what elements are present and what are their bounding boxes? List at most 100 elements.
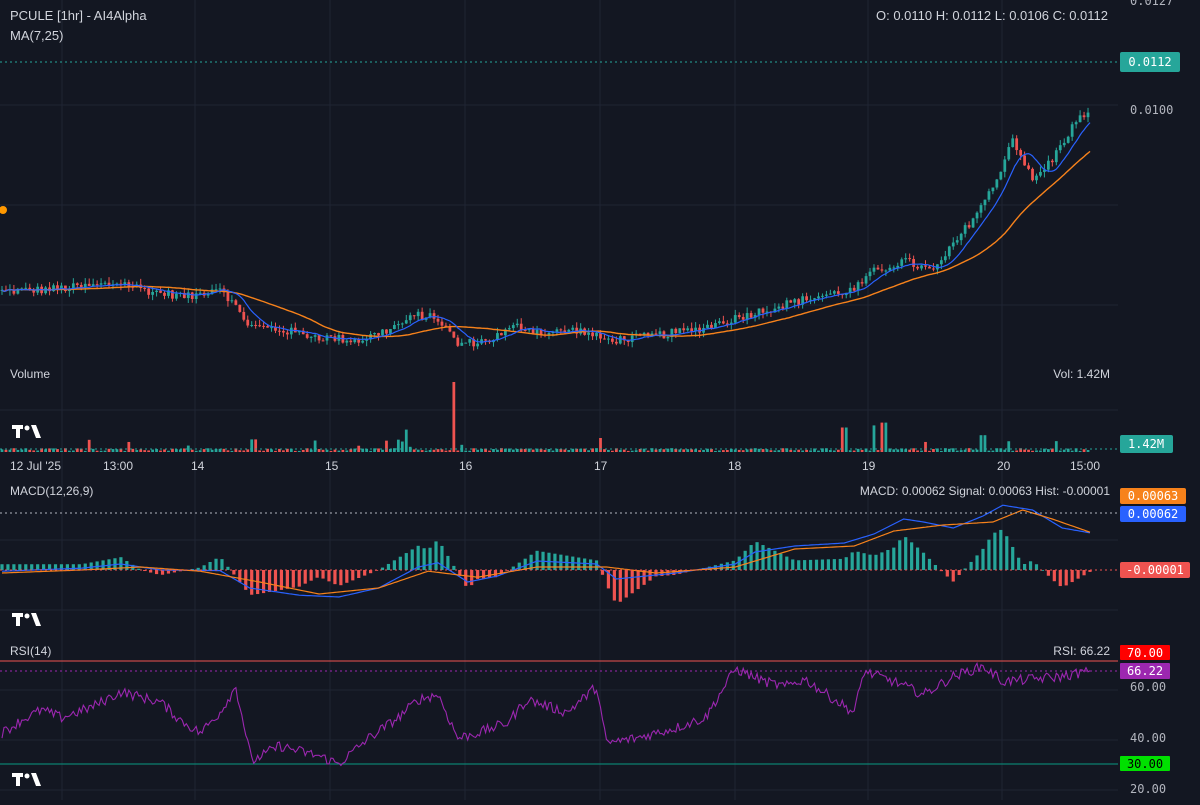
candle bbox=[218, 288, 222, 290]
candle bbox=[527, 329, 531, 331]
candle bbox=[904, 258, 908, 260]
macd-hist-bar bbox=[24, 564, 28, 570]
macd-pane[interactable]: MACD(12,26,9) MACD: 0.00062 Signal: 0.00… bbox=[0, 484, 1190, 626]
candle bbox=[654, 333, 658, 335]
rsi-pane[interactable]: RSI(14) RSI: 66.22 70.00 66.22 60.00 40.… bbox=[0, 644, 1170, 796]
volume-bar bbox=[198, 450, 202, 452]
volume-readout: Vol: 1.42M bbox=[1053, 367, 1110, 381]
volume-bar bbox=[832, 450, 836, 452]
volume-bar bbox=[603, 449, 606, 452]
volume-bar bbox=[936, 448, 939, 452]
volume-bar bbox=[278, 448, 281, 452]
candle bbox=[757, 308, 761, 316]
candle bbox=[745, 313, 749, 320]
macd-hist-bar bbox=[773, 550, 777, 570]
volume-bar bbox=[991, 450, 995, 452]
volume-bar bbox=[737, 449, 741, 452]
volume-bar bbox=[1070, 450, 1074, 452]
volume-bar bbox=[163, 449, 166, 452]
candle bbox=[947, 246, 951, 257]
macd-hist-bar bbox=[820, 559, 825, 570]
volume-bar bbox=[226, 450, 230, 452]
volume-bar bbox=[741, 450, 745, 452]
macd-hist-bar bbox=[606, 570, 611, 589]
volume-pane[interactable]: Volume Vol: 1.42M 1.42M bbox=[0, 367, 1173, 453]
volume-bar bbox=[575, 448, 579, 452]
candle bbox=[959, 233, 963, 241]
volume-bar bbox=[662, 449, 666, 452]
time-label-3: 15 bbox=[325, 459, 339, 473]
hist-value: -0.00001 bbox=[1126, 563, 1184, 577]
volume-bar bbox=[361, 448, 365, 452]
candle bbox=[210, 289, 214, 295]
macd-hist-bar bbox=[743, 550, 747, 570]
volume-bar bbox=[769, 450, 773, 452]
candle bbox=[622, 336, 626, 341]
macd-hist-bar bbox=[363, 570, 367, 576]
volume-bar bbox=[630, 450, 634, 452]
candle bbox=[230, 300, 234, 302]
candle bbox=[999, 171, 1003, 180]
candle bbox=[519, 323, 523, 330]
volume-bar bbox=[761, 449, 765, 452]
volume-bar bbox=[309, 449, 313, 452]
candle bbox=[872, 267, 876, 272]
candle bbox=[321, 340, 325, 342]
volume-bar bbox=[785, 448, 789, 452]
candle bbox=[801, 296, 805, 305]
volume-bar bbox=[472, 448, 476, 452]
candle bbox=[797, 299, 801, 305]
volume-bar bbox=[369, 450, 372, 452]
candle bbox=[975, 212, 979, 219]
volume-bar bbox=[721, 450, 725, 452]
candle bbox=[56, 285, 59, 290]
volume-bar bbox=[4, 449, 8, 452]
volume-bar bbox=[1023, 449, 1026, 452]
volume-bar bbox=[289, 448, 293, 452]
volume-bar bbox=[971, 449, 975, 452]
candle bbox=[559, 329, 563, 331]
macd-hist-bar bbox=[862, 553, 866, 570]
macd-hist-bar bbox=[1040, 570, 1045, 571]
volume-bar bbox=[567, 449, 571, 452]
volume-bar bbox=[714, 450, 717, 452]
volume-bar bbox=[305, 448, 309, 452]
ma-label: MA(7,25) bbox=[10, 28, 63, 43]
macd-hist-bar bbox=[1082, 570, 1086, 576]
candle bbox=[721, 321, 725, 324]
macd-hist-bar bbox=[208, 562, 212, 570]
macd-hist-bar bbox=[838, 558, 842, 570]
macd-hist-bar bbox=[666, 570, 670, 576]
candle bbox=[107, 282, 111, 286]
macd-hist-bar bbox=[172, 570, 177, 573]
volume-bar bbox=[250, 439, 254, 452]
candle bbox=[428, 313, 432, 318]
volume-bar bbox=[836, 449, 840, 452]
candle bbox=[678, 328, 682, 334]
candle bbox=[309, 336, 313, 338]
candle bbox=[698, 327, 701, 333]
candle bbox=[876, 267, 880, 270]
volume-bar bbox=[880, 422, 884, 452]
macd-hist-bar bbox=[166, 570, 171, 574]
candle bbox=[971, 218, 975, 228]
grid bbox=[0, 0, 1118, 800]
macd-hist-bar bbox=[630, 570, 634, 594]
candle bbox=[626, 340, 630, 342]
volume-bar bbox=[385, 440, 388, 452]
volume-bar bbox=[694, 449, 698, 452]
macd-hist-bar bbox=[927, 558, 932, 570]
candle bbox=[1074, 122, 1078, 125]
candle bbox=[190, 292, 194, 300]
candle bbox=[511, 325, 515, 329]
volume-bar bbox=[793, 450, 797, 452]
crosshair-dot[interactable] bbox=[0, 206, 7, 214]
macd-hist-bar bbox=[577, 557, 581, 570]
price-pane[interactable]: PCULE [1hr] - AI4Alpha MA(7,25) O: 0.011… bbox=[0, 0, 1180, 351]
macd-hist-bar bbox=[297, 570, 301, 587]
macd-hist-bar bbox=[612, 570, 616, 601]
volume-bar bbox=[503, 448, 507, 452]
candle bbox=[464, 342, 468, 344]
macd-hist-bar bbox=[719, 563, 723, 570]
